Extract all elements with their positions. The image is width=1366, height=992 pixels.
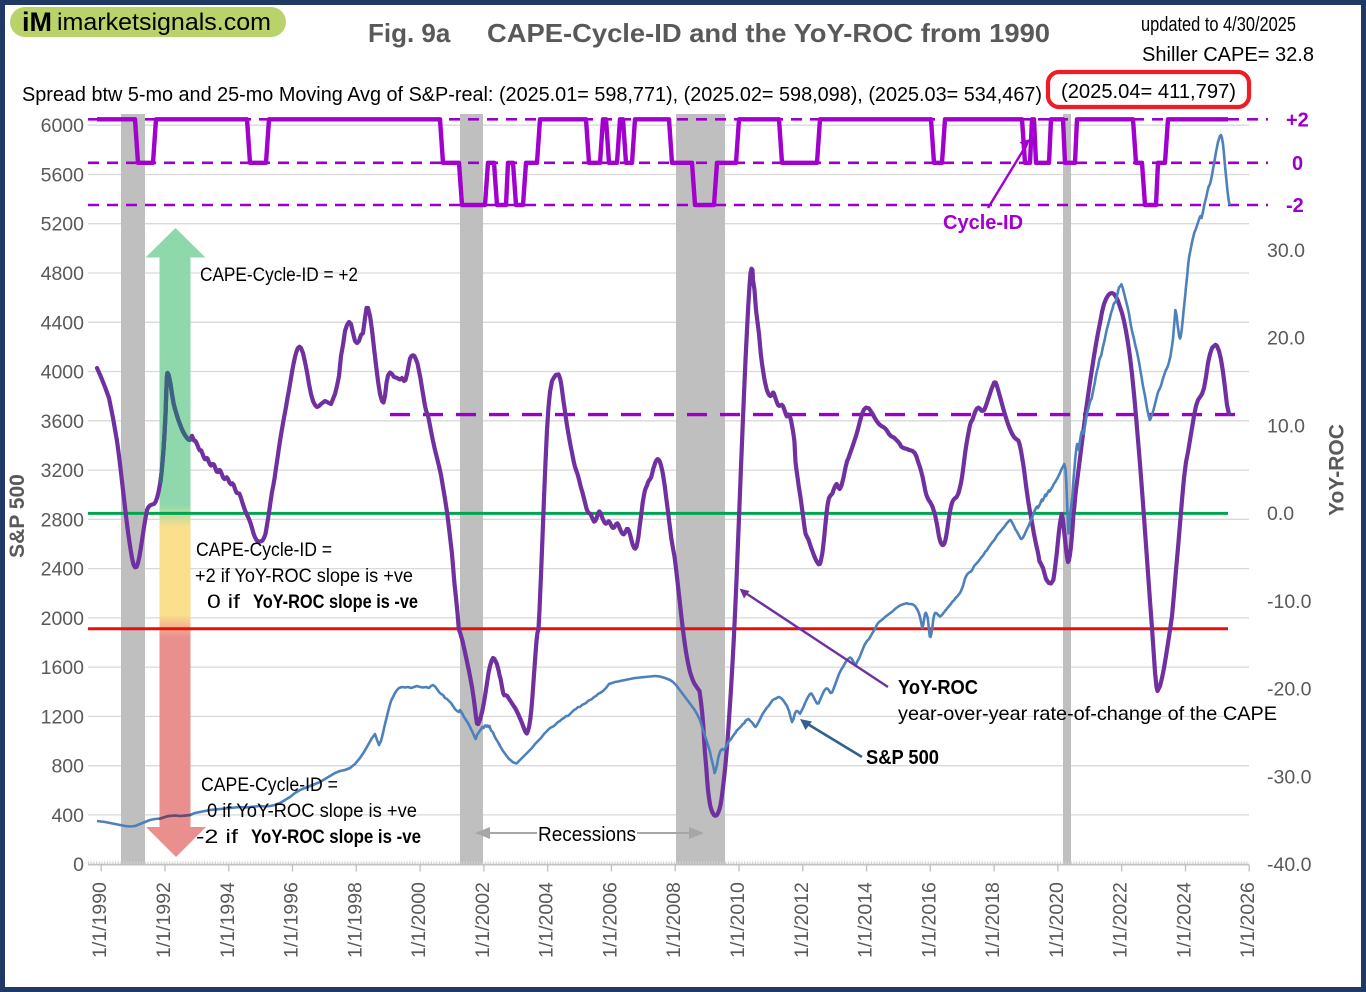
svg-text:S&P 500: S&P 500 bbox=[866, 747, 939, 769]
svg-text:6000: 6000 bbox=[41, 115, 85, 137]
svg-text:1/1/2002: 1/1/2002 bbox=[472, 882, 494, 958]
svg-text:CAPE-Cycle-ID and the YoY-ROC: CAPE-Cycle-ID and the YoY-ROC from 1990 bbox=[487, 18, 1050, 48]
svg-text:1/1/1992: 1/1/1992 bbox=[153, 882, 175, 958]
svg-text:1/1/2006: 1/1/2006 bbox=[599, 882, 621, 958]
svg-text:1/1/2016: 1/1/2016 bbox=[918, 882, 940, 958]
svg-text:+2: +2 bbox=[1286, 110, 1309, 132]
svg-text:3600: 3600 bbox=[41, 411, 85, 433]
svg-text:5200: 5200 bbox=[41, 214, 85, 236]
svg-text:-30.0: -30.0 bbox=[1267, 767, 1312, 789]
svg-text:1/1/1998: 1/1/1998 bbox=[344, 882, 366, 958]
svg-text:400: 400 bbox=[51, 805, 84, 827]
svg-text:3200: 3200 bbox=[41, 460, 85, 482]
svg-text:4800: 4800 bbox=[41, 263, 85, 285]
svg-text:Fig. 9a: Fig. 9a bbox=[368, 18, 451, 48]
svg-text:(2025.04= 411,797): (2025.04= 411,797) bbox=[1061, 81, 1236, 103]
svg-text:Cycle-ID: Cycle-ID bbox=[943, 212, 1023, 234]
svg-text:0 if: 0 if bbox=[207, 591, 241, 613]
svg-text:1/1/2024: 1/1/2024 bbox=[1174, 882, 1196, 958]
svg-text:0 if YoY-ROC slope is +ve: 0 if YoY-ROC slope is +ve bbox=[207, 800, 417, 822]
svg-text:0.0: 0.0 bbox=[1267, 503, 1294, 525]
svg-text:-2: -2 bbox=[1286, 195, 1304, 217]
svg-text:1/1/2000: 1/1/2000 bbox=[408, 882, 430, 958]
svg-text:YoY-ROC slope is -ve: YoY-ROC slope is -ve bbox=[251, 826, 421, 848]
svg-text:year-over-year rate-of-change: year-over-year rate-of-change of the CAP… bbox=[898, 703, 1277, 725]
svg-text:20.0: 20.0 bbox=[1267, 328, 1305, 350]
svg-text:updated to 4/30/2025: updated to 4/30/2025 bbox=[1141, 14, 1296, 36]
svg-text:30.0: 30.0 bbox=[1267, 240, 1305, 262]
svg-text:iM: iM bbox=[22, 7, 52, 37]
svg-text:1/1/2004: 1/1/2004 bbox=[536, 882, 558, 958]
svg-text:1/1/2022: 1/1/2022 bbox=[1110, 882, 1132, 958]
svg-text:1/1/2014: 1/1/2014 bbox=[855, 882, 877, 958]
svg-text:4400: 4400 bbox=[41, 312, 85, 334]
svg-text:1/1/2026: 1/1/2026 bbox=[1237, 882, 1259, 958]
svg-text:0: 0 bbox=[1292, 153, 1303, 175]
svg-text:1600: 1600 bbox=[41, 657, 85, 679]
svg-text:1/1/2020: 1/1/2020 bbox=[1046, 882, 1068, 958]
svg-text:-10.0: -10.0 bbox=[1267, 591, 1312, 613]
svg-text:CAPE-Cycle-ID =: CAPE-Cycle-ID = bbox=[201, 774, 338, 796]
svg-text:imarketsignals.com: imarketsignals.com bbox=[57, 9, 271, 36]
svg-text:YoY-ROC: YoY-ROC bbox=[1326, 424, 1349, 516]
svg-text:1/1/2008: 1/1/2008 bbox=[663, 882, 685, 958]
svg-text:1/1/1990: 1/1/1990 bbox=[89, 882, 111, 958]
svg-text:0: 0 bbox=[73, 854, 84, 876]
svg-text:CAPE-Cycle-ID =: CAPE-Cycle-ID = bbox=[196, 539, 332, 561]
svg-text:800: 800 bbox=[51, 756, 84, 778]
svg-text:YoY-ROC slope is -ve: YoY-ROC slope is -ve bbox=[253, 591, 418, 613]
svg-text:+2 if YoY-ROC slope is +ve: +2 if YoY-ROC slope is +ve bbox=[195, 565, 413, 587]
svg-text:5600: 5600 bbox=[41, 165, 85, 187]
svg-text:1/1/1996: 1/1/1996 bbox=[281, 882, 303, 958]
svg-text:CAPE-Cycle-ID = +2: CAPE-Cycle-ID = +2 bbox=[200, 264, 358, 286]
svg-text:-40.0: -40.0 bbox=[1267, 854, 1312, 876]
svg-text:YoY-ROC: YoY-ROC bbox=[898, 677, 978, 699]
svg-text:Shiller CAPE= 32.8: Shiller CAPE= 32.8 bbox=[1142, 44, 1314, 66]
svg-text:Spread btw 5-mo and 25-mo Movi: Spread btw 5-mo and 25-mo Moving Avg of … bbox=[22, 84, 1042, 106]
svg-text:2800: 2800 bbox=[41, 509, 85, 531]
svg-text:1/1/2010: 1/1/2010 bbox=[727, 882, 749, 958]
svg-text:1/1/2012: 1/1/2012 bbox=[791, 882, 813, 958]
svg-text:2000: 2000 bbox=[41, 608, 85, 630]
svg-text:2400: 2400 bbox=[41, 559, 85, 581]
svg-text:S&P 500: S&P 500 bbox=[6, 474, 29, 558]
svg-text:1200: 1200 bbox=[41, 706, 85, 728]
svg-text:1/1/1994: 1/1/1994 bbox=[217, 882, 239, 958]
svg-text:1/1/2018: 1/1/2018 bbox=[982, 882, 1004, 958]
svg-text:-2 if: -2 if bbox=[196, 826, 239, 848]
svg-text:10.0: 10.0 bbox=[1267, 416, 1305, 438]
svg-text:Recessions: Recessions bbox=[538, 824, 636, 846]
svg-text:-20.0: -20.0 bbox=[1267, 679, 1312, 701]
svg-text:4000: 4000 bbox=[41, 362, 85, 384]
